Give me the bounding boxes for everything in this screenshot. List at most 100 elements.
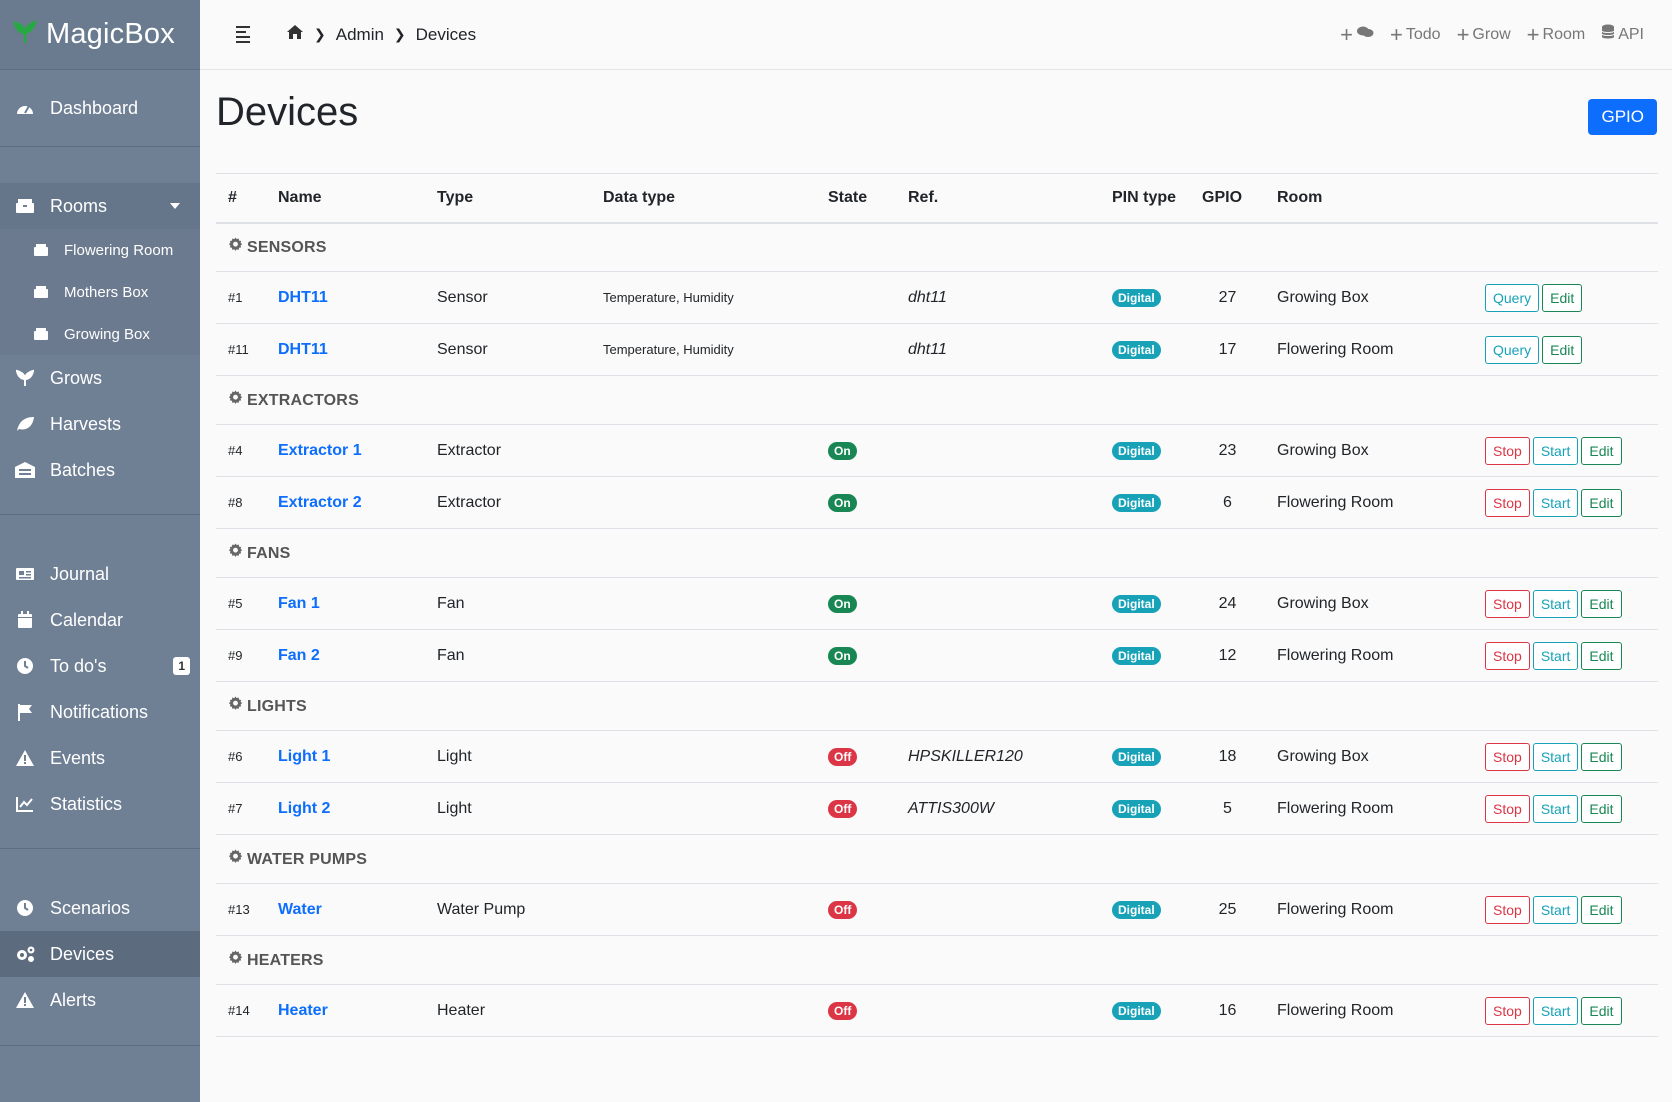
- sidebar-item-label: Harvests: [50, 413, 122, 434]
- start-button[interactable]: Start: [1532, 589, 1579, 618]
- sidebar-item-devices[interactable]: Devices: [0, 931, 200, 977]
- col-gpio: GPIO: [1190, 173, 1265, 224]
- stop-button[interactable]: Stop: [1485, 436, 1530, 465]
- device-name-link[interactable]: DHT11: [278, 288, 328, 306]
- menu-toggle-icon[interactable]: [236, 26, 250, 43]
- sidebar-item-label: Events: [50, 747, 106, 768]
- box-icon: [32, 323, 50, 345]
- add-comment-button[interactable]: +: [1340, 23, 1374, 46]
- row-actions: Stop Start Edit: [1473, 883, 1658, 936]
- query-button[interactable]: Query: [1485, 335, 1540, 364]
- add-todo-button[interactable]: + Todo: [1390, 23, 1441, 46]
- brand[interactable]: MagicBox: [0, 0, 200, 70]
- device-name-cell: Extractor 2: [266, 476, 425, 529]
- group-row: HEATERS: [216, 935, 1658, 985]
- device-name-cell: Fan 2: [266, 629, 425, 682]
- sidebar-item-room-flowering[interactable]: Flowering Room: [0, 229, 200, 271]
- box-icon: [14, 195, 36, 217]
- device-name-link[interactable]: Light 1: [278, 747, 331, 765]
- edit-button[interactable]: Edit: [1581, 996, 1622, 1025]
- device-name-link[interactable]: Fan 2: [278, 646, 320, 664]
- device-name-link[interactable]: DHT11: [278, 340, 328, 358]
- stop-button[interactable]: Stop: [1485, 794, 1530, 823]
- table-row: #11 DHT11 Sensor Temperature, Humidity dht11…: [216, 323, 1658, 376]
- state-badge: On: [828, 493, 857, 512]
- sidebar-item-label: Scenarios: [50, 897, 131, 918]
- pin-type-cell: Digital: [1100, 984, 1190, 1037]
- sidebar-item-todos[interactable]: To do's 1: [0, 643, 200, 689]
- table-row: #1 DHT11 Sensor Temperature, Humidity dht11 D…: [216, 271, 1658, 324]
- start-button[interactable]: Start: [1532, 742, 1579, 771]
- stop-button[interactable]: Stop: [1485, 996, 1530, 1025]
- group-row: EXTRACTORS: [216, 375, 1658, 425]
- stop-button[interactable]: Stop: [1485, 742, 1530, 771]
- sidebar-item-scenarios[interactable]: Scenarios: [0, 885, 200, 931]
- device-id: #8: [216, 476, 266, 529]
- sidebar-item-statistics[interactable]: Statistics: [0, 781, 200, 827]
- state-badge: Off: [828, 799, 858, 818]
- sidebar-item-calendar[interactable]: Calendar: [0, 597, 200, 643]
- api-label: API: [1618, 25, 1644, 43]
- sidebar-item-events[interactable]: Events: [0, 735, 200, 781]
- device-gpio: 6: [1190, 476, 1265, 529]
- device-name-link[interactable]: Extractor 2: [278, 493, 362, 511]
- sidebar-item-journal[interactable]: Journal: [0, 551, 200, 597]
- sidebar-item-rooms[interactable]: Rooms: [0, 183, 200, 229]
- sidebar-item-harvests[interactable]: Harvests: [0, 401, 200, 447]
- sidebar-item-room-growing[interactable]: Growing Box: [0, 313, 200, 355]
- device-name-link[interactable]: Extractor 1: [278, 441, 362, 459]
- device-name-link[interactable]: Water: [278, 900, 322, 918]
- api-button[interactable]: API: [1601, 24, 1644, 45]
- stop-button[interactable]: Stop: [1485, 895, 1530, 924]
- start-button[interactable]: Start: [1532, 895, 1579, 924]
- device-state-cell: On: [816, 424, 896, 477]
- sidebar-item-dashboard[interactable]: Dashboard: [0, 70, 200, 146]
- device-gpio: 17: [1190, 323, 1265, 376]
- add-room-button[interactable]: + Room: [1527, 23, 1586, 46]
- gpio-button[interactable]: GPIO: [1588, 99, 1657, 135]
- home-icon[interactable]: [286, 24, 304, 45]
- edit-button[interactable]: Edit: [1581, 742, 1622, 771]
- device-state-cell: Off: [816, 883, 896, 936]
- device-gpio: 16: [1190, 984, 1265, 1037]
- edit-button[interactable]: Edit: [1542, 335, 1583, 364]
- sidebar-item-alerts[interactable]: Alerts: [0, 977, 200, 1023]
- row-actions: Stop Start Edit: [1473, 424, 1658, 477]
- device-type: Fan: [425, 577, 591, 630]
- device-room: Flowering Room: [1265, 883, 1473, 936]
- start-button[interactable]: Start: [1532, 996, 1579, 1025]
- device-gpio: 25: [1190, 883, 1265, 936]
- add-grow-button[interactable]: + Grow: [1457, 23, 1511, 46]
- row-actions: Stop Start Edit: [1473, 629, 1658, 682]
- device-name-link[interactable]: Fan 1: [278, 594, 320, 612]
- seedling-icon: [14, 367, 36, 389]
- edit-button[interactable]: Edit: [1581, 895, 1622, 924]
- sidebar: MagicBox Dashboard Rooms Flowering Room …: [0, 0, 200, 1102]
- edit-button[interactable]: Edit: [1581, 488, 1622, 517]
- pin-type-badge: Digital: [1112, 594, 1161, 613]
- col-ref: Ref.: [896, 173, 1100, 224]
- stop-button[interactable]: Stop: [1485, 641, 1530, 670]
- sidebar-item-room-mothers[interactable]: Mothers Box: [0, 271, 200, 313]
- start-button[interactable]: Start: [1532, 641, 1579, 670]
- device-name-link[interactable]: Light 2: [278, 799, 331, 817]
- edit-button[interactable]: Edit: [1581, 589, 1622, 618]
- query-button[interactable]: Query: [1485, 283, 1540, 312]
- edit-button[interactable]: Edit: [1542, 283, 1583, 312]
- stop-button[interactable]: Stop: [1485, 488, 1530, 517]
- sidebar-item-grows[interactable]: Grows: [0, 355, 200, 401]
- cogs-icon: [14, 943, 36, 965]
- start-button[interactable]: Start: [1532, 794, 1579, 823]
- device-name-link[interactable]: Heater: [278, 1001, 328, 1019]
- edit-button[interactable]: Edit: [1581, 436, 1622, 465]
- edit-button[interactable]: Edit: [1581, 641, 1622, 670]
- sidebar-item-label: Grows: [50, 367, 103, 388]
- breadcrumb-admin[interactable]: Admin: [335, 24, 384, 44]
- device-id: #1: [216, 271, 266, 324]
- start-button[interactable]: Start: [1532, 488, 1579, 517]
- start-button[interactable]: Start: [1532, 436, 1579, 465]
- sidebar-item-batches[interactable]: Batches: [0, 447, 200, 493]
- sidebar-item-notifications[interactable]: Notifications: [0, 689, 200, 735]
- stop-button[interactable]: Stop: [1485, 589, 1530, 618]
- edit-button[interactable]: Edit: [1581, 794, 1622, 823]
